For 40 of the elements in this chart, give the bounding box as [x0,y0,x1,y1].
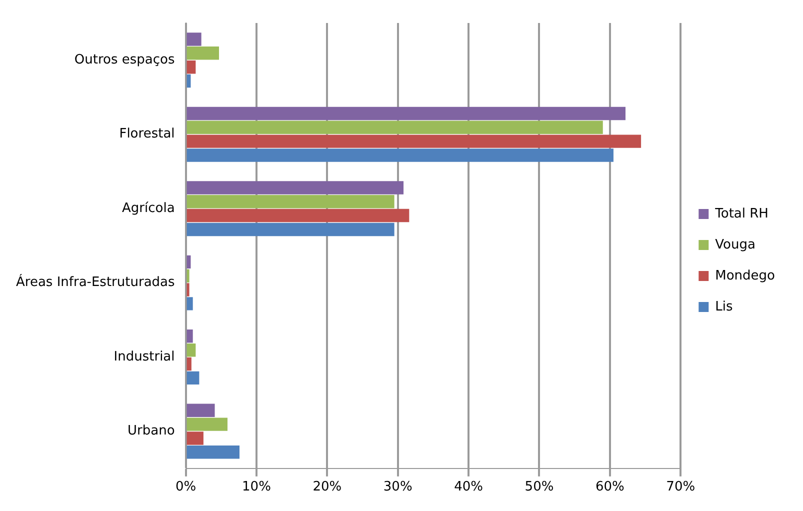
bar [186,208,410,222]
bar [186,297,193,310]
y-tick-label: Florestal [119,126,175,142]
y-tick-label: Agrícola [122,200,175,216]
bar [186,134,642,148]
bar [186,432,204,445]
x-tick-label: 40% [454,480,484,495]
bar [186,446,240,459]
x-tick-label: 70% [666,480,696,495]
bar [186,222,394,236]
bar [186,148,614,162]
bar [186,357,192,371]
x-tick-label: 20% [312,480,342,495]
y-tick-label: Urbano [128,424,175,439]
x-tick-label: 30% [383,480,412,495]
bar [186,283,190,296]
bar [186,32,202,46]
bar [186,106,626,120]
bar [186,46,220,60]
bar [186,371,200,385]
bar [186,330,193,343]
legend-label: Total RH [714,206,768,222]
y-tick-label: Outros espaços [74,52,175,68]
legend-label: Lis [715,299,733,314]
y-tick-label: Industrial [114,349,175,364]
bar [186,120,603,134]
bar [186,195,394,208]
x-tick-label: 50% [524,480,554,495]
x-tick-label: 60% [595,480,624,495]
y-tick-label: Áreas Infra-Estruturadas [16,273,176,290]
bar [186,418,228,431]
bar [186,181,404,194]
bar [186,343,196,357]
bar [186,404,215,418]
bar [186,269,190,282]
legend-label: Vouga [715,237,756,252]
legend-label: Mondego [715,268,776,284]
x-tick-label: 0% [175,480,196,495]
x-tick-label: 10% [242,480,271,495]
bar [186,60,196,74]
